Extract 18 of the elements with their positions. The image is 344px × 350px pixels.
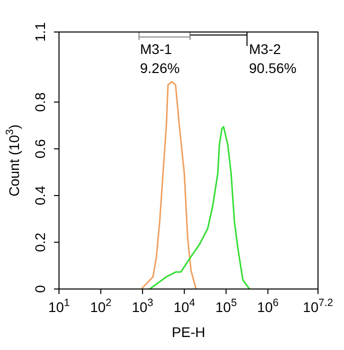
annotation: M3-1 — [140, 40, 172, 57]
x-tick-label: 10$^{3}$ — [132, 297, 154, 315]
annotation: M3-2 — [249, 40, 282, 57]
y-tick-label: 0.8 — [32, 92, 48, 112]
x-tick-label: 10$^{1}$ — [48, 297, 70, 315]
y-tick-label: 0.4 — [32, 186, 48, 206]
x-tick-label: 10$^{7.2}$ — [302, 297, 334, 315]
x-tick-label: 10$^{2}$ — [90, 297, 112, 315]
x-axis-title: PE-H — [172, 324, 206, 340]
y-tick-label: 0.2 — [32, 232, 48, 252]
x-tick-label: 10$^{5}$ — [215, 297, 237, 315]
x-tick-label: 10$^{6}$ — [257, 297, 279, 315]
y-tick-label: 0.6 — [32, 138, 48, 159]
annotation: 9.26% — [140, 60, 180, 76]
y-tick-label: 0 — [32, 284, 48, 293]
annotation: 90.56% — [249, 60, 296, 76]
y-tick-label: 1.1 — [32, 22, 48, 42]
x-tick-label: 10$^{4}$ — [174, 297, 196, 315]
